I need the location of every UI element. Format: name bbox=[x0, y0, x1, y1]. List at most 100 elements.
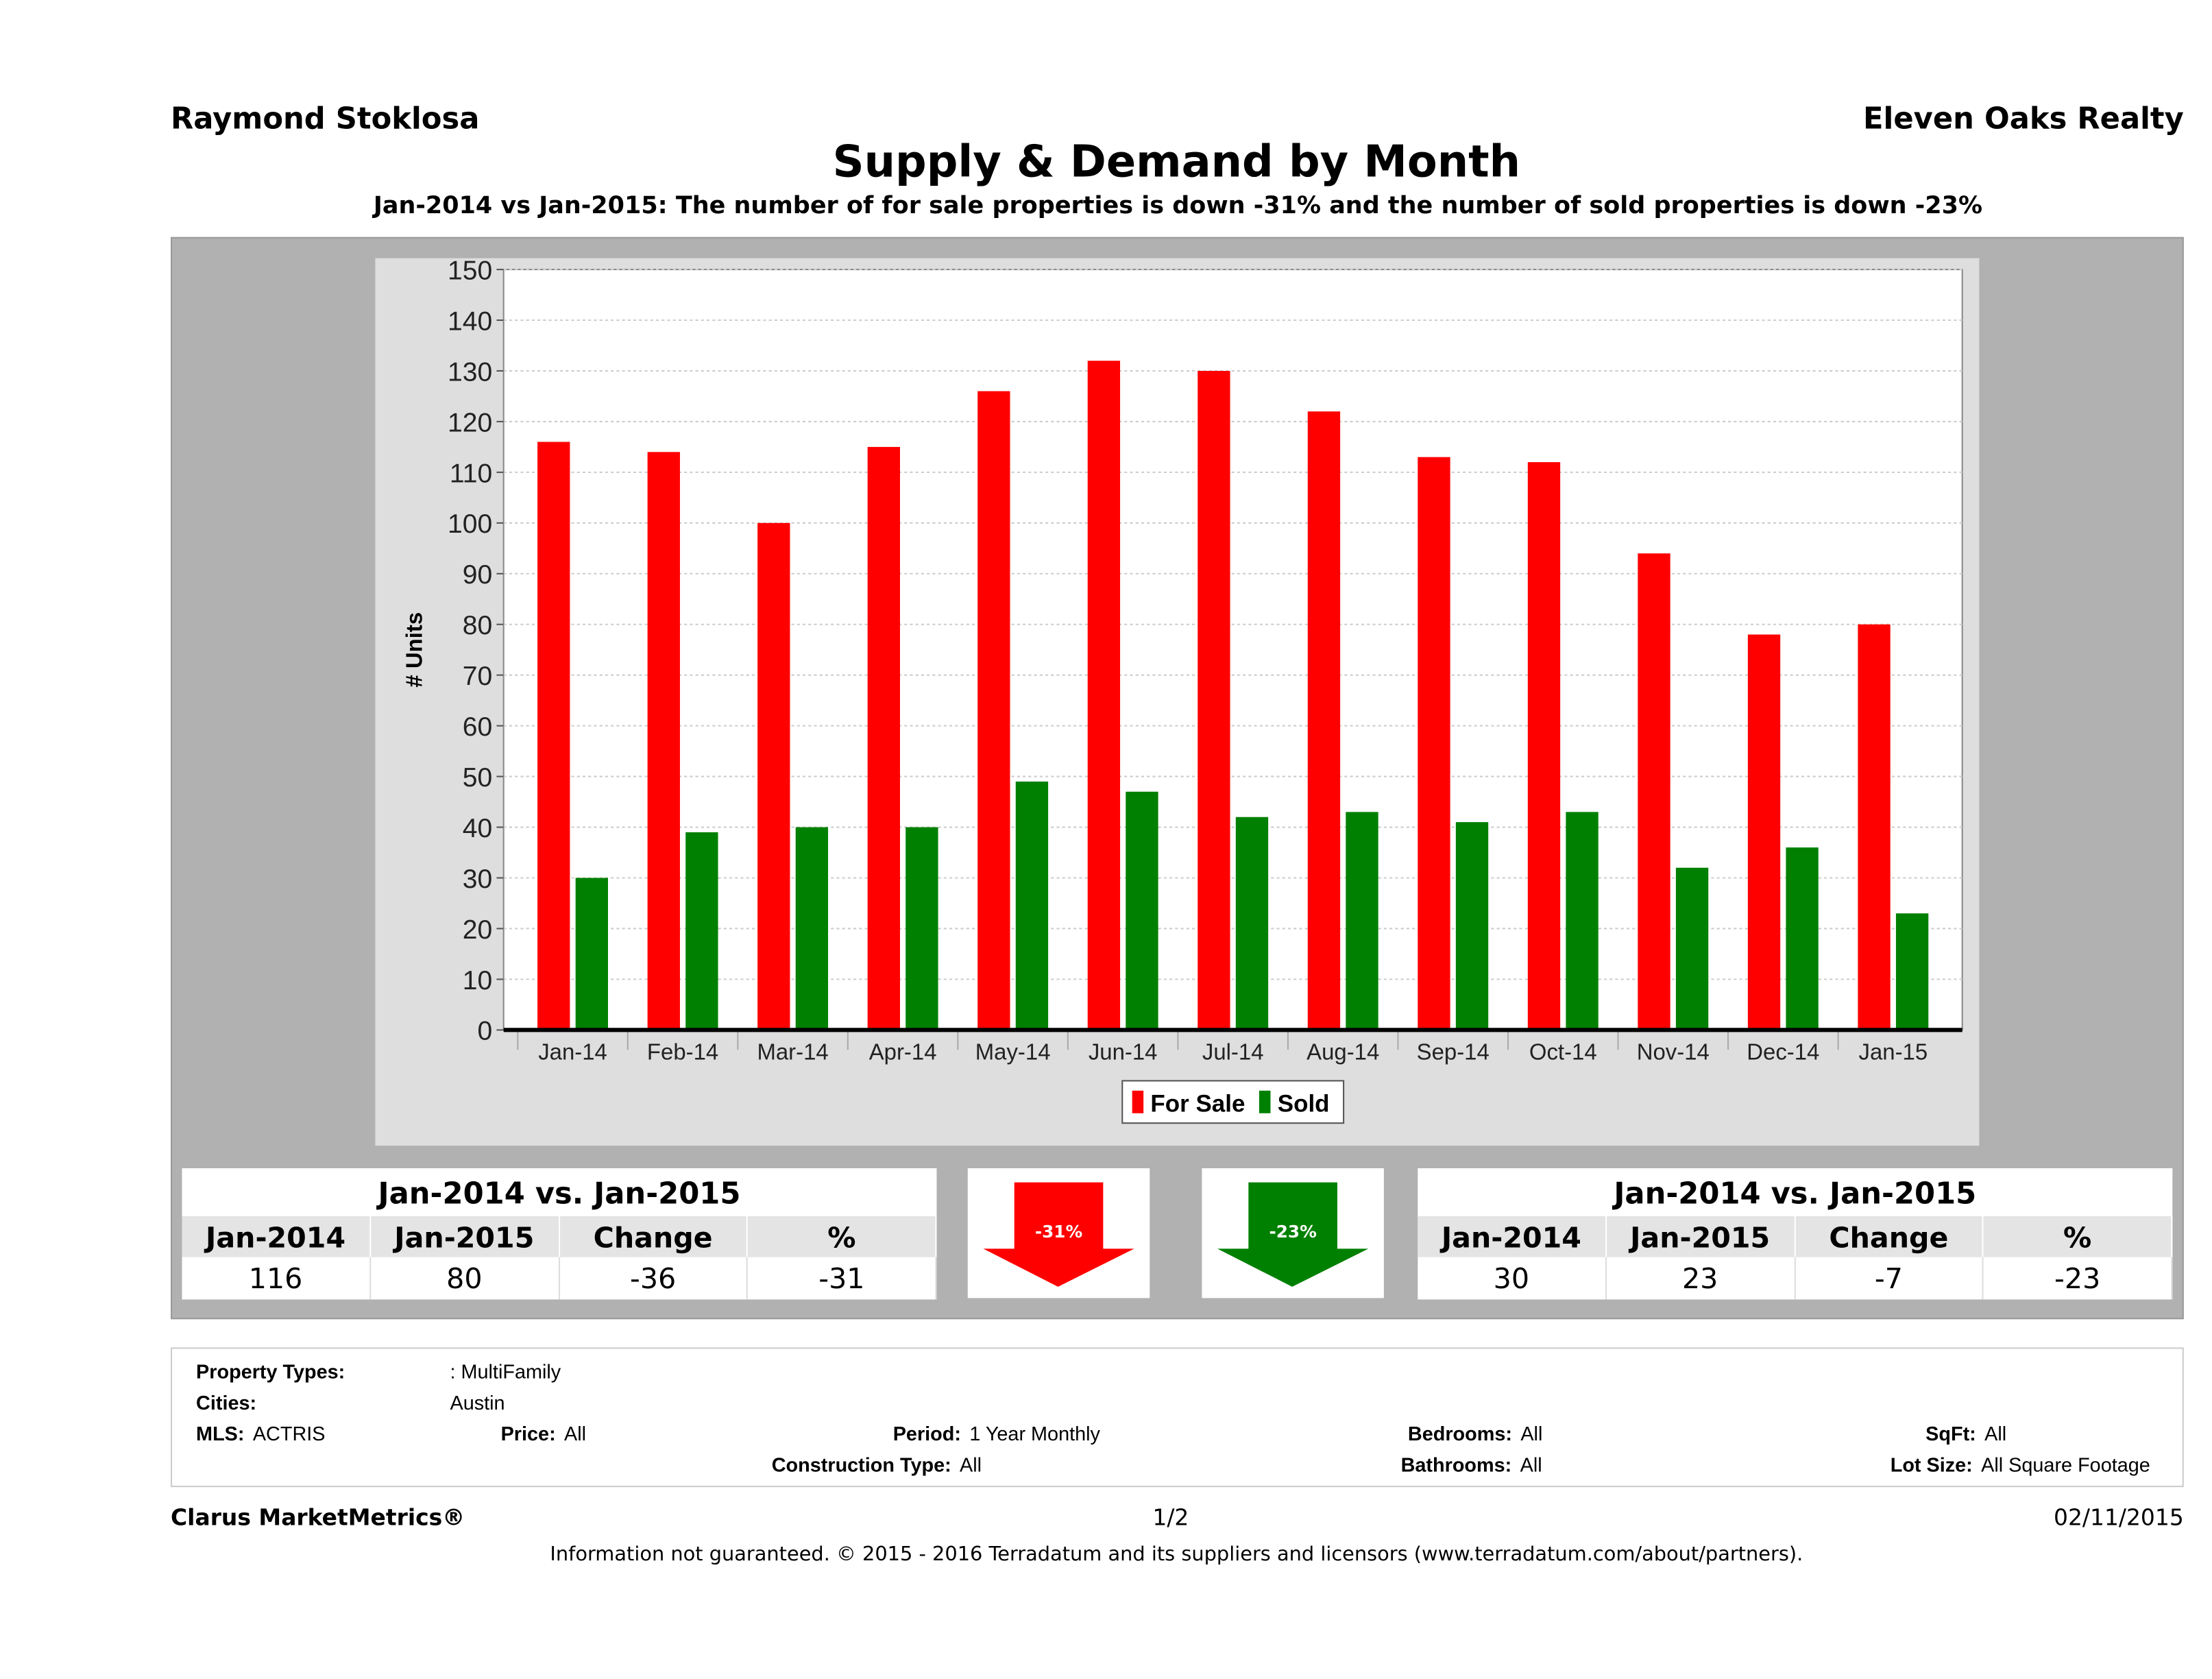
table-caption: Jan-2014 vs. Jan-2015 bbox=[1614, 1176, 1977, 1211]
x-tick-label: Jan-14 bbox=[538, 1039, 607, 1065]
x-tick-label: Jun-14 bbox=[1089, 1039, 1158, 1065]
lot-size-label: Lot Size: bbox=[1890, 1453, 1973, 1476]
bar-sold bbox=[1566, 812, 1599, 1030]
lot-size-field: Lot Size: All Square Footage bbox=[1891, 1453, 2150, 1476]
col-header: Jan-2015 bbox=[1607, 1216, 1795, 1257]
bar-for-sale bbox=[1307, 411, 1341, 1030]
mls-label: MLS: bbox=[196, 1422, 245, 1445]
bar-for-sale bbox=[867, 446, 901, 1030]
y-tick-label: 110 bbox=[450, 459, 492, 488]
y-tick-label: 150 bbox=[448, 258, 492, 286]
legend-box bbox=[1121, 1080, 1345, 1124]
y-tick-label: 120 bbox=[448, 408, 492, 437]
chart-area: 0 10 20 30 40 50 60 70 80 90 100 110 120 130 140 150 # U… bbox=[375, 258, 1980, 1146]
bar-for-sale bbox=[1418, 457, 1450, 1030]
x-tick-label: Jul-14 bbox=[1202, 1039, 1264, 1065]
cities-label: Cities: bbox=[196, 1391, 257, 1414]
sqft-label: SqFt: bbox=[1925, 1422, 1976, 1445]
y-axis-label: # Units bbox=[401, 612, 426, 688]
search-criteria: Property Types: : MultiFamily Cities: Au… bbox=[171, 1347, 2184, 1488]
bar-sold bbox=[1235, 817, 1269, 1030]
period-value: 1 Year Monthly bbox=[969, 1422, 1100, 1445]
bedrooms-label: Bedrooms: bbox=[1407, 1422, 1512, 1445]
x-tick-label: Feb-14 bbox=[647, 1039, 718, 1065]
property-types-value: : MultiFamily bbox=[450, 1360, 561, 1383]
y-tick-label: 40 bbox=[463, 814, 492, 843]
col-header: Change bbox=[559, 1216, 749, 1257]
bedrooms-value: All bbox=[1520, 1422, 1543, 1445]
col-header: Jan-2014 bbox=[182, 1216, 371, 1257]
y-tick-label: 20 bbox=[463, 915, 492, 945]
bar-for-sale bbox=[1527, 462, 1561, 1030]
arrow-label: -31% bbox=[1034, 1222, 1083, 1242]
bar-sold bbox=[575, 878, 608, 1030]
bar-for-sale bbox=[1747, 634, 1781, 1030]
bar-sold bbox=[1786, 847, 1819, 1030]
bar-sold bbox=[1895, 913, 1929, 1030]
y-tick-label: 130 bbox=[448, 357, 492, 387]
bar-for-sale bbox=[1198, 370, 1230, 1030]
page-number: 1/2 bbox=[1152, 1503, 1189, 1531]
x-tick-label: Dec-14 bbox=[1747, 1039, 1819, 1065]
y-tick-label: 60 bbox=[463, 712, 492, 742]
bar-for-sale bbox=[537, 442, 570, 1030]
cell: 80 bbox=[371, 1257, 559, 1300]
construction-field: Construction Type: All bbox=[772, 1453, 982, 1476]
brokerage-name: Eleven Oaks Realty bbox=[1863, 101, 2184, 136]
down-arrow-icon bbox=[1217, 1182, 1369, 1287]
bar-sold bbox=[1015, 781, 1049, 1030]
cell: -7 bbox=[1795, 1257, 1984, 1300]
col-header: Change bbox=[1795, 1216, 1984, 1257]
price-label: Price: bbox=[500, 1422, 556, 1445]
col-header: Jan-2015 bbox=[371, 1216, 559, 1257]
mls-value: ACTRIS bbox=[252, 1422, 326, 1445]
cell: -36 bbox=[559, 1257, 749, 1300]
bar-for-sale bbox=[757, 522, 790, 1030]
agent-name: Raymond Stoklosa bbox=[171, 101, 480, 136]
cell: 23 bbox=[1607, 1257, 1795, 1300]
bar-sold bbox=[795, 827, 829, 1030]
sqft-value: All bbox=[1984, 1422, 2007, 1445]
bar-for-sale bbox=[1087, 361, 1121, 1030]
cell: -31 bbox=[748, 1257, 937, 1300]
period-field: Period: 1 Year Monthly bbox=[893, 1422, 1100, 1445]
legend-label: Sold bbox=[1278, 1091, 1330, 1118]
cell: 30 bbox=[1418, 1257, 1607, 1300]
period-label: Period: bbox=[892, 1422, 961, 1445]
x-tick-label: Nov-14 bbox=[1637, 1039, 1710, 1065]
bar-chart: 0 10 20 30 40 50 60 70 80 90 100 110 120 130 140 150 # U… bbox=[401, 258, 1963, 1124]
bar-sold bbox=[1675, 867, 1709, 1030]
sold-summary-table: Jan-2014 vs. Jan-2015 Jan-2014 Jan-2015 … bbox=[1418, 1168, 2173, 1300]
x-tick-label: Aug-14 bbox=[1306, 1039, 1379, 1065]
col-header: % bbox=[748, 1216, 937, 1257]
chart-subtitle: Jan-2014 vs Jan-2015: The number of for … bbox=[373, 191, 1983, 221]
y-tick-label: 0 bbox=[477, 1017, 492, 1046]
legend-swatch bbox=[1132, 1090, 1144, 1113]
plot-background bbox=[502, 269, 1963, 1031]
x-tick-label: Sep-14 bbox=[1417, 1039, 1490, 1065]
col-header: % bbox=[1984, 1216, 2173, 1257]
bar-sold bbox=[1346, 812, 1378, 1030]
bar-for-sale bbox=[1858, 624, 1891, 1030]
bar-for-sale bbox=[647, 452, 680, 1030]
construction-label: Construction Type: bbox=[771, 1453, 951, 1476]
down-arrow-icon bbox=[983, 1182, 1134, 1287]
mls-field: MLS: ACTRIS bbox=[196, 1422, 325, 1445]
x-tick-label: Oct-14 bbox=[1529, 1039, 1597, 1065]
sold-change-arrow: -23% bbox=[1202, 1168, 1384, 1298]
for-sale-summary-table: Jan-2014 vs. Jan-2015 Jan-2014 Jan-2015 … bbox=[182, 1168, 937, 1300]
legend-label: For Sale bbox=[1150, 1091, 1245, 1118]
report-date: 02/11/2015 bbox=[2053, 1503, 2184, 1531]
y-tick-label: 10 bbox=[463, 966, 492, 995]
legend-swatch bbox=[1259, 1090, 1271, 1113]
chart-title: Supply & Demand by Month bbox=[832, 136, 1521, 188]
arrow-label: -23% bbox=[1269, 1222, 1317, 1242]
disclaimer: Information not guaranteed. © 2015 - 201… bbox=[550, 1543, 1803, 1567]
lot-size-value: All Square Footage bbox=[1981, 1453, 2150, 1476]
cell: -23 bbox=[1984, 1257, 2173, 1300]
y-tick-label: 90 bbox=[463, 560, 492, 590]
cities-value: Austin bbox=[450, 1391, 505, 1414]
footer-brand: Clarus MarketMetrics® bbox=[171, 1503, 465, 1531]
x-tick-label: Mar-14 bbox=[757, 1039, 828, 1065]
